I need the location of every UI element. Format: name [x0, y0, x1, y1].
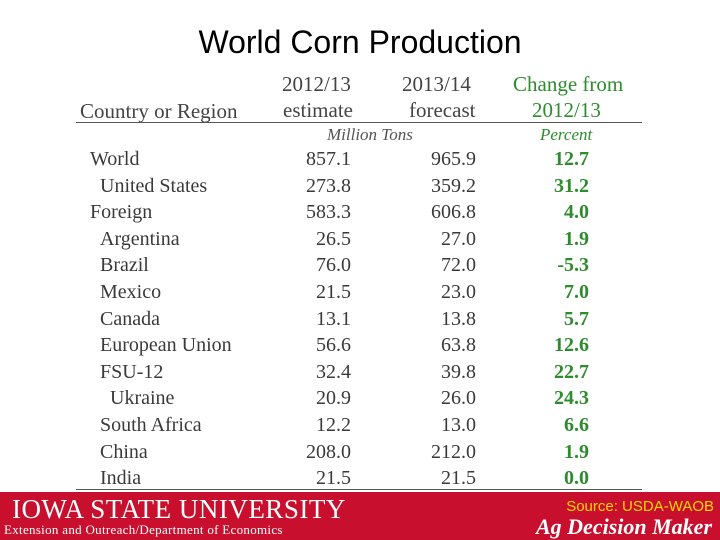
- table-row: Ukraine 20.9 26.0 24.3: [0, 385, 720, 411]
- table-row: FSU-12 32.4 39.8 22.7: [0, 359, 720, 385]
- footer-rule: [76, 489, 642, 490]
- estimate-value: 208.0: [306, 440, 351, 463]
- change-percent: 31.2: [554, 174, 589, 197]
- change-percent: 6.6: [564, 414, 589, 436]
- change-percent: 22.7: [554, 360, 589, 383]
- region-name: China: [100, 440, 148, 463]
- estimate-value: 21.5: [316, 281, 351, 303]
- header-forecast-year: 2013/14: [402, 72, 471, 96]
- table-row: South Africa 12.2 13.0 6.6: [0, 412, 720, 438]
- change-percent: 0.0: [564, 467, 589, 490]
- change-percent: 1.9: [564, 227, 589, 250]
- header-estimate-label: estimate: [283, 98, 353, 122]
- forecast-value: 27.0: [441, 227, 476, 250]
- source-text: Source: USDA-WAOB: [566, 498, 714, 515]
- estimate-value: 20.9: [316, 387, 351, 410]
- estimate-value: 13.1: [316, 307, 351, 330]
- region-name: FSU-12: [100, 360, 164, 383]
- forecast-value: 39.8: [441, 360, 476, 383]
- change-percent: 1.9: [564, 440, 589, 463]
- forecast-value: 21.5: [441, 467, 476, 490]
- estimate-value: 12.2: [316, 414, 351, 436]
- change-percent: -5.3: [557, 254, 589, 277]
- header-forecast-label: forecast: [409, 98, 476, 122]
- header-rule: [76, 122, 642, 123]
- estimate-value: 76.0: [316, 254, 351, 277]
- change-percent: 7.0: [564, 281, 589, 303]
- table-row: India 21.5 21.5 0.0: [0, 465, 720, 491]
- change-percent: 24.3: [554, 387, 589, 410]
- estimate-value: 21.5: [316, 467, 351, 490]
- table-row: Canada 13.1 13.8 5.7: [0, 306, 720, 332]
- table-row: Brazil 76.0 72.0 -5.3: [0, 252, 720, 278]
- region-name: Brazil: [100, 254, 149, 277]
- department-text: Extension and Outreach/Department of Eco…: [4, 522, 283, 537]
- estimate-value: 583.3: [306, 201, 351, 224]
- header-estimate-year: 2012/13: [282, 72, 351, 96]
- region-name: Foreign: [90, 201, 153, 224]
- estimate-value: 857.1: [306, 148, 351, 170]
- university-logo-text: IOWA STATE UNIVERSITY: [12, 494, 346, 524]
- table-row: European Union 56.6 63.8 12.6: [0, 332, 720, 358]
- forecast-value: 606.8: [431, 201, 476, 224]
- units-million-tons: Million Tons: [327, 125, 413, 144]
- forecast-value: 212.0: [431, 440, 476, 463]
- region-name: Ukraine: [110, 387, 175, 410]
- region-name: India: [100, 467, 142, 490]
- forecast-value: 26.0: [441, 387, 476, 410]
- forecast-value: 13.0: [441, 414, 476, 436]
- table-row: United States 273.8 359.2 31.2: [0, 173, 720, 199]
- estimate-value: 32.4: [316, 360, 351, 383]
- product-name: Ag Decision Maker: [536, 514, 712, 539]
- forecast-value: 72.0: [441, 254, 476, 277]
- table-row: China 208.0 212.0 1.9: [0, 439, 720, 465]
- forecast-value: 359.2: [431, 174, 476, 197]
- region-name: United States: [100, 174, 208, 197]
- estimate-value: 56.6: [316, 334, 351, 357]
- region-name: South Africa: [100, 414, 202, 436]
- table-row: Argentina 26.5 27.0 1.9: [0, 226, 720, 252]
- header-change-label: Change from: [513, 72, 624, 96]
- table-row: Foreign 583.3 606.8 4.0: [0, 199, 720, 225]
- forecast-value: 13.8: [441, 307, 476, 330]
- table-row: Mexico 21.5 23.0 7.0: [0, 279, 720, 305]
- region-name: World: [90, 148, 140, 170]
- estimate-value: 273.8: [306, 174, 351, 197]
- region-name: European Union: [100, 334, 232, 357]
- footer-bar: IOWA STATE UNIVERSITY Extension and Outr…: [0, 492, 720, 540]
- region-name: Mexico: [100, 281, 162, 303]
- estimate-value: 26.5: [316, 227, 351, 250]
- header-change-year: 2012/13: [532, 98, 601, 122]
- forecast-value: 965.9: [431, 148, 476, 170]
- change-percent: 4.0: [564, 201, 589, 224]
- change-percent: 5.7: [564, 307, 589, 330]
- units-percent: Percent: [540, 125, 593, 144]
- change-percent: 12.7: [554, 148, 589, 170]
- region-name: Canada: [100, 307, 160, 330]
- header-region: Country or Region: [80, 99, 238, 123]
- table-row: World 857.1 965.9 12.7: [0, 146, 720, 172]
- page-title: World Corn Production: [198, 24, 522, 60]
- forecast-value: 23.0: [441, 281, 476, 303]
- forecast-value: 63.8: [441, 334, 476, 357]
- change-percent: 12.6: [554, 334, 589, 357]
- region-name: Argentina: [100, 227, 180, 250]
